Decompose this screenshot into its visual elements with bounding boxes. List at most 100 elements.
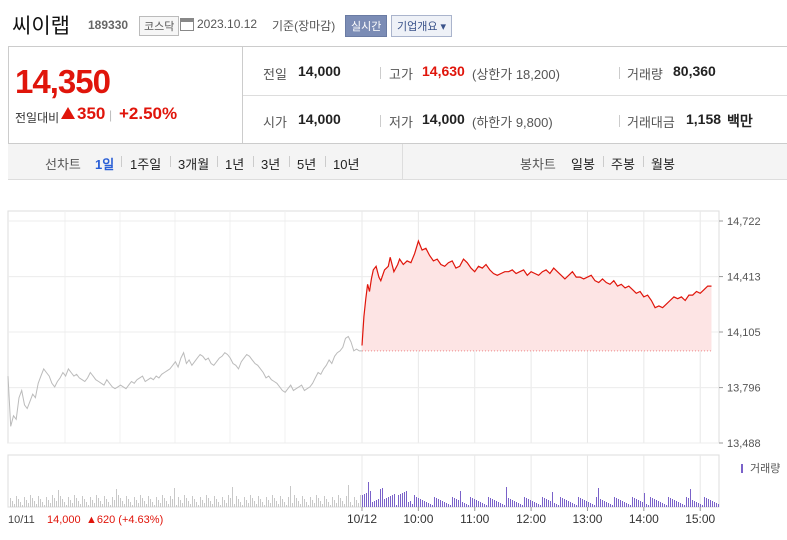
- volume-bar: [86, 502, 87, 507]
- volume-bar: [74, 495, 75, 507]
- volume-bar: [34, 501, 35, 507]
- volume-bar: [518, 503, 519, 507]
- volume-bar: [390, 496, 391, 507]
- volume-bar: [552, 492, 553, 507]
- volume-bar: [14, 504, 15, 507]
- volume-bar: [524, 497, 525, 507]
- volume-bar: [492, 499, 493, 507]
- low-value: 14,000: [422, 111, 465, 127]
- tab-3m[interactable]: 3개월: [178, 157, 210, 172]
- volume-legend: 거래량: [750, 462, 780, 475]
- volume-bar: [660, 502, 661, 507]
- tab-1y[interactable]: 1년: [225, 157, 245, 172]
- volume-bar: [622, 501, 623, 507]
- volume-bar: [430, 504, 431, 507]
- volume-bar: [678, 502, 679, 507]
- volume-bar: [186, 498, 187, 507]
- volume-bar: [336, 503, 337, 507]
- volume-bar: [616, 498, 617, 507]
- volume-bar: [588, 502, 589, 507]
- volume-bar: [374, 501, 375, 507]
- tab-weekly[interactable]: 주봉: [611, 157, 635, 172]
- tab-daily[interactable]: 일봉: [571, 157, 595, 172]
- tab-divider: [121, 156, 122, 167]
- volume-bar: [548, 500, 549, 507]
- volume-bar: [156, 497, 157, 507]
- volume-bar: [208, 498, 209, 507]
- volume-bar: [230, 498, 231, 507]
- volume-bar: [706, 498, 707, 507]
- volume-bar: [578, 497, 579, 507]
- volume-bar: [366, 493, 367, 507]
- tab-3y[interactable]: 3년: [261, 157, 281, 172]
- tab-10y[interactable]: 10년: [333, 157, 360, 172]
- volume-bar: [170, 496, 171, 507]
- volume-bar: [480, 502, 481, 507]
- tab-divider: [603, 156, 604, 167]
- diff-value: 350: [77, 104, 106, 123]
- realtime-button[interactable]: 실시간: [345, 15, 388, 37]
- volume-bar: [654, 499, 655, 507]
- volume-bar: [250, 495, 251, 507]
- tab-divider: [643, 156, 644, 167]
- volume-bar: [406, 491, 407, 507]
- volume-bar: [436, 498, 437, 507]
- volume-bar: [70, 500, 71, 507]
- volume-bar: [72, 503, 73, 507]
- volume-bar: [598, 488, 599, 507]
- volume-bar: [44, 505, 45, 507]
- volume-bar: [124, 504, 125, 507]
- volume-bar: [470, 497, 471, 507]
- open-value: 14,000: [298, 111, 341, 127]
- volume-bar: [432, 505, 433, 507]
- volume-bar: [576, 505, 577, 507]
- volume-bar: [168, 504, 169, 507]
- volume-bar: [556, 504, 557, 507]
- volume-bar: [88, 505, 89, 507]
- volume-bar: [144, 501, 145, 507]
- volume-bar: [214, 496, 215, 507]
- volume-bar: [692, 500, 693, 507]
- volume-bar: [714, 502, 715, 507]
- open-label: 시가: [263, 115, 287, 130]
- volume-bar: [644, 493, 645, 507]
- stock-header: 씨이랩 189330 코스닥 2023.10.12 기준(장마감) 실시간 기업…: [0, 0, 787, 40]
- tab-monthly[interactable]: 월봉: [651, 157, 675, 172]
- volume-bar: [640, 501, 641, 507]
- volume-bar: [392, 495, 393, 507]
- volume-bar: [484, 504, 485, 507]
- y-tick-label: 14,722: [727, 216, 761, 228]
- volume-bar: [240, 502, 241, 507]
- volume-bar: [544, 498, 545, 507]
- volume-bar: [78, 501, 79, 507]
- volume-bar: [606, 502, 607, 507]
- tab-5y[interactable]: 5년: [297, 157, 317, 172]
- volume-bar: [52, 495, 53, 507]
- volume-bar: [630, 505, 631, 507]
- volume-bar: [42, 502, 43, 507]
- tab-1d[interactable]: 1일: [95, 157, 115, 172]
- volume-bar: [376, 500, 377, 507]
- volume-bar: [262, 502, 263, 507]
- volume-bar: [324, 496, 325, 507]
- volume-bar: [604, 501, 605, 507]
- company-info-dropdown[interactable]: 기업개요 ▾: [391, 15, 453, 37]
- prev-day-series: [7, 335, 362, 427]
- volume-bar: [284, 502, 285, 507]
- x-tick-label: 14:00: [629, 512, 659, 526]
- volume-bar: [388, 497, 389, 507]
- current-price: 14,350: [15, 63, 111, 100]
- volume-bar: [298, 501, 299, 507]
- x-axis-ticks: 10/12 10:00 11:00 12:00 13:00 14:00 15:00: [347, 507, 716, 526]
- tab-1w[interactable]: 1주일: [130, 157, 162, 172]
- y-axis-ticks: 14,722 14,413 14,105 13,796 13,488: [719, 216, 761, 450]
- volume-bar: [110, 505, 111, 507]
- x-tick-label: 12:00: [516, 512, 546, 526]
- volume-bar: [402, 493, 403, 507]
- volume-bar: [288, 497, 289, 507]
- volume-bar: [304, 499, 305, 507]
- volume-bar: [386, 498, 387, 507]
- price-series: [361, 239, 712, 346]
- volume-bar: [500, 503, 501, 507]
- volume-bar: [702, 505, 703, 507]
